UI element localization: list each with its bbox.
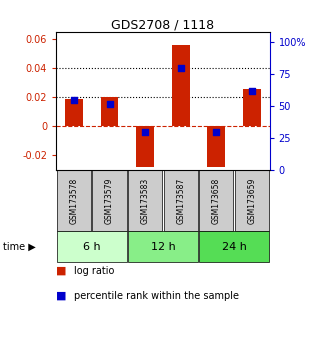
FancyBboxPatch shape	[235, 170, 269, 231]
FancyBboxPatch shape	[199, 170, 233, 231]
Title: GDS2708 / 1118: GDS2708 / 1118	[111, 19, 214, 32]
Point	[214, 129, 219, 135]
Bar	[101, 97, 118, 126]
Text: GSM173659: GSM173659	[247, 177, 256, 224]
Text: GSM173579: GSM173579	[105, 177, 114, 224]
Bar	[207, 126, 225, 167]
Text: GSM173587: GSM173587	[176, 177, 185, 224]
Bar	[136, 126, 154, 167]
Text: 12 h: 12 h	[151, 242, 175, 252]
Text: GSM173583: GSM173583	[141, 177, 150, 224]
Text: percentile rank within the sample: percentile rank within the sample	[74, 291, 239, 301]
Text: 24 h: 24 h	[221, 242, 247, 252]
Bar	[172, 45, 190, 126]
FancyBboxPatch shape	[57, 231, 126, 262]
Text: 6 h: 6 h	[83, 242, 100, 252]
Bar	[243, 88, 261, 126]
FancyBboxPatch shape	[128, 231, 198, 262]
FancyBboxPatch shape	[92, 170, 126, 231]
Point	[178, 65, 183, 71]
Point	[249, 88, 255, 94]
Text: ■: ■	[56, 291, 67, 301]
Point	[107, 101, 112, 107]
FancyBboxPatch shape	[164, 170, 198, 231]
FancyBboxPatch shape	[128, 170, 162, 231]
FancyBboxPatch shape	[57, 170, 91, 231]
Bar	[65, 99, 83, 126]
Point	[71, 97, 76, 103]
Text: GSM173658: GSM173658	[212, 177, 221, 224]
Point	[143, 129, 148, 135]
Text: ■: ■	[56, 266, 67, 276]
Text: time ▶: time ▶	[3, 242, 36, 252]
Text: log ratio: log ratio	[74, 266, 114, 276]
FancyBboxPatch shape	[199, 231, 269, 262]
Text: GSM173578: GSM173578	[69, 177, 78, 224]
